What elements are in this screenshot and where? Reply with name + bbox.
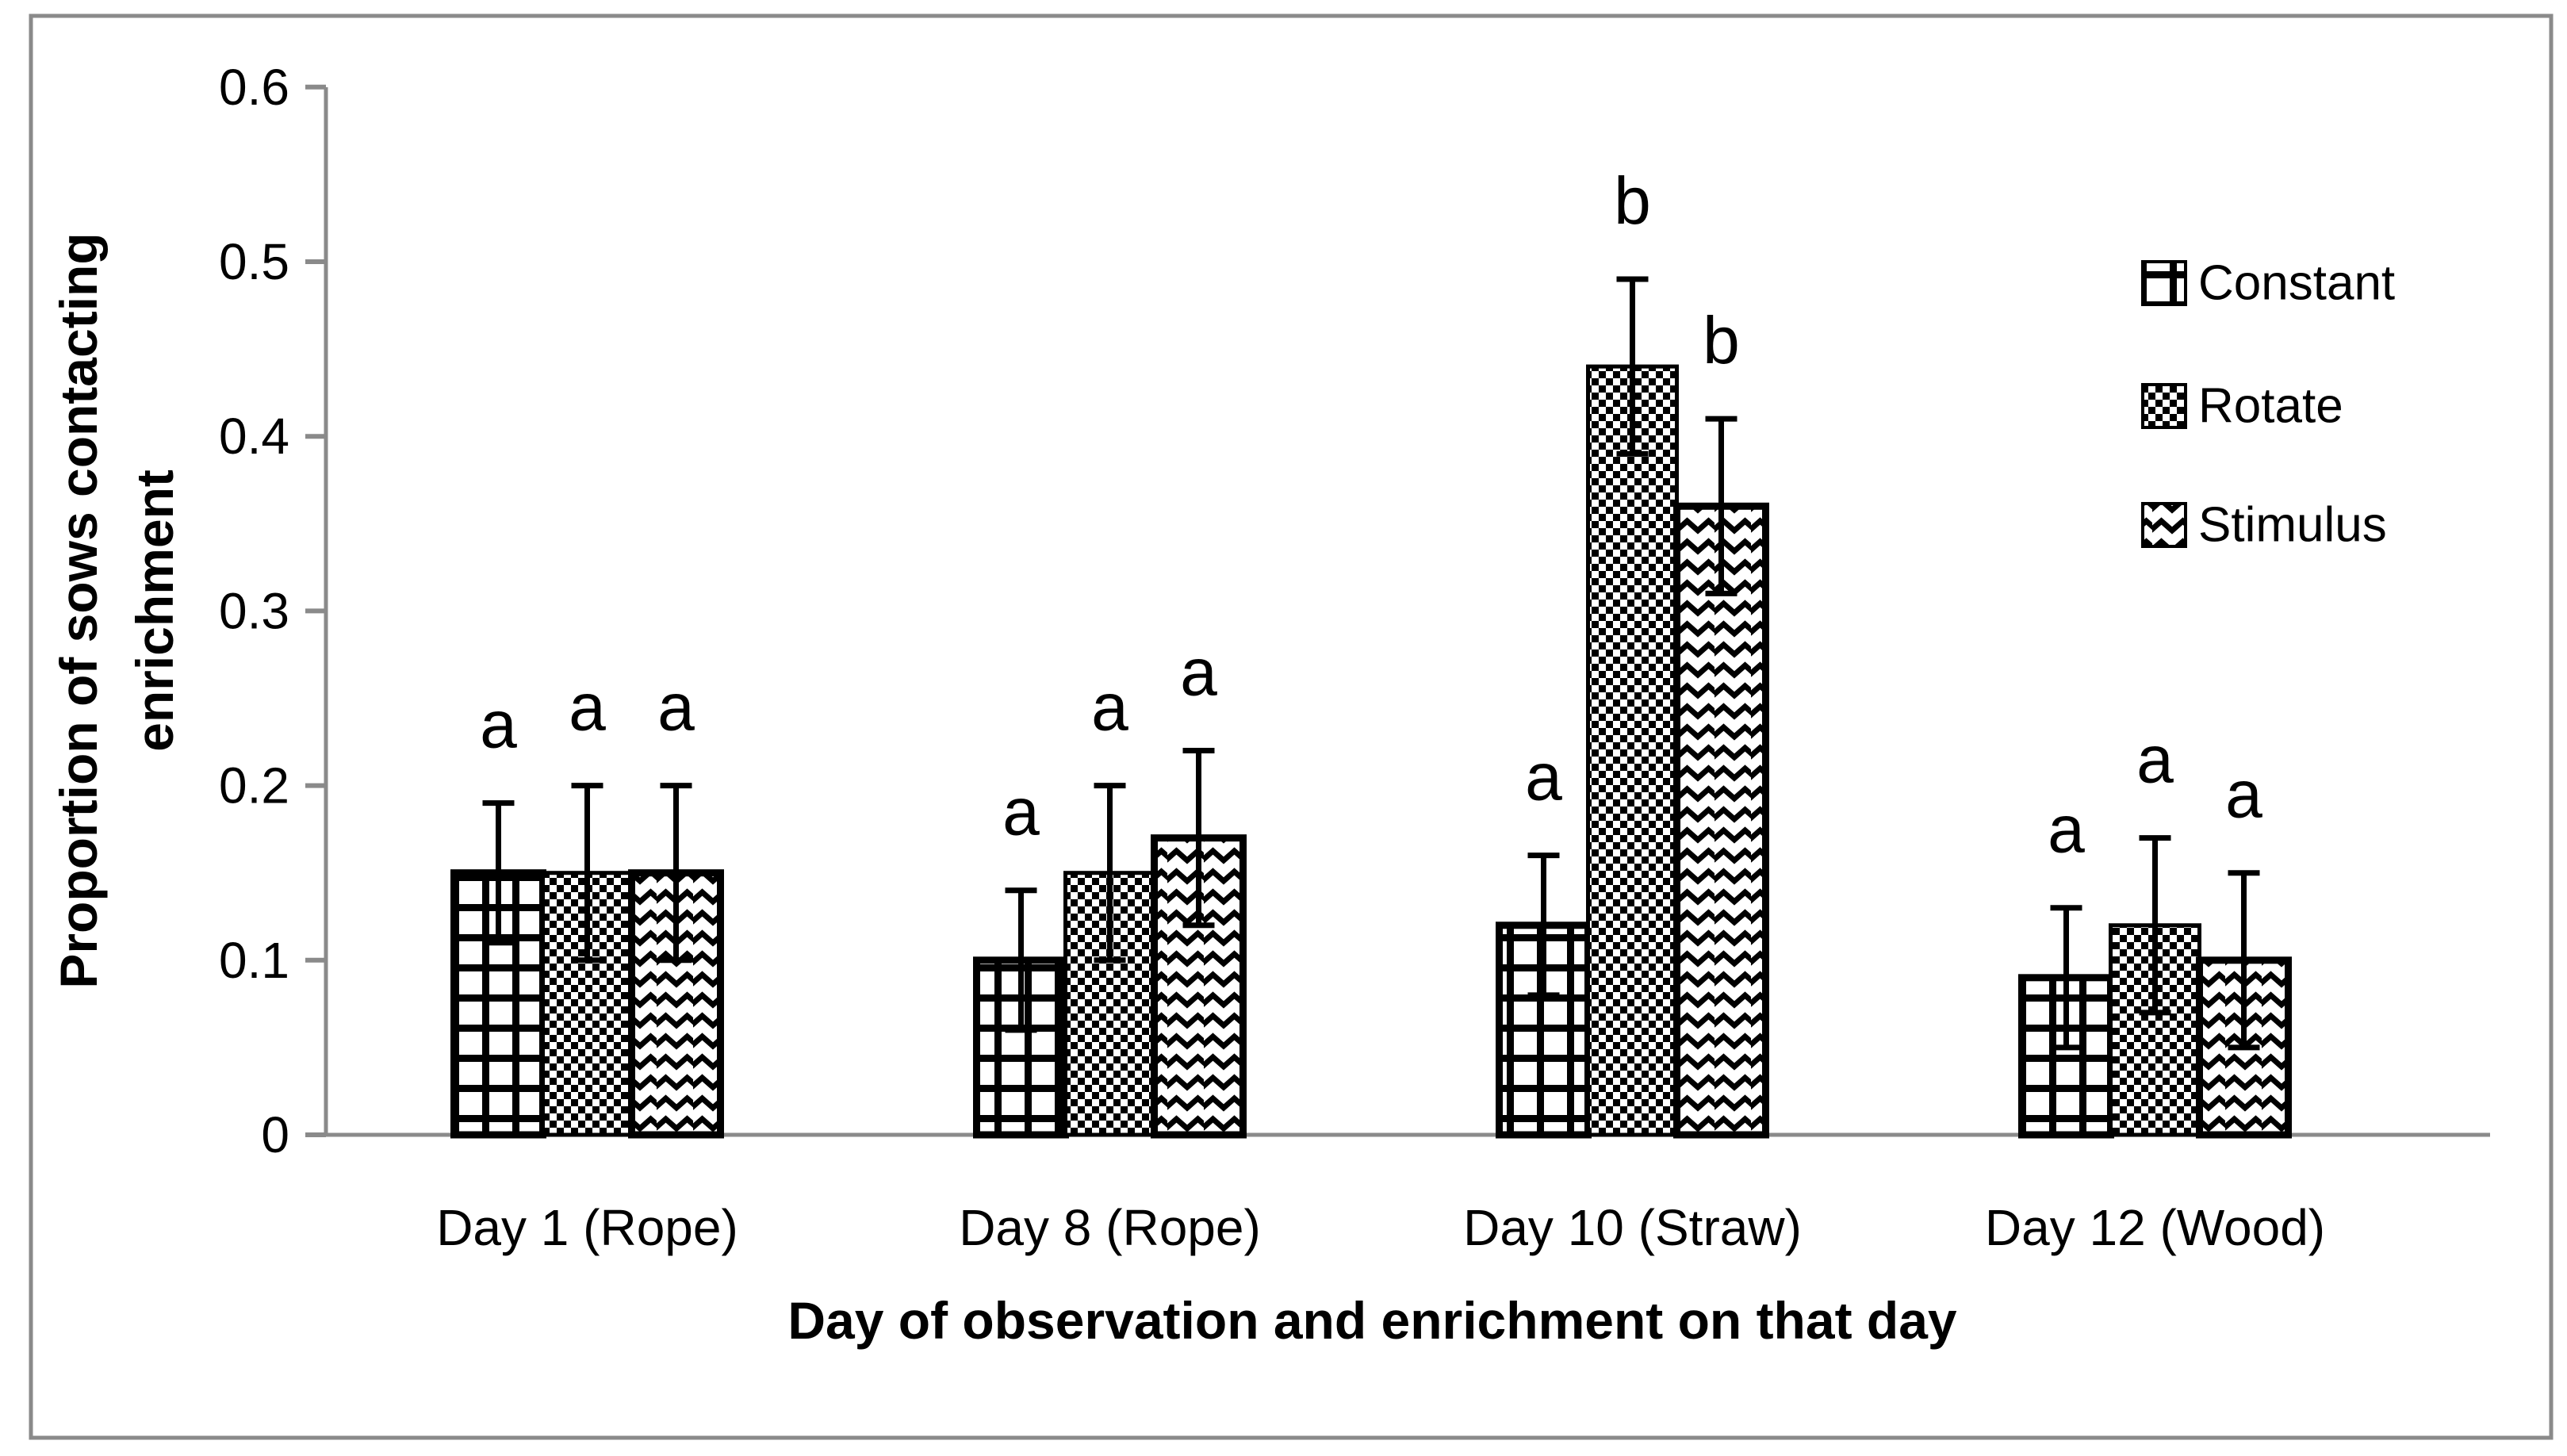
error-bar-constant-3 [1527,853,1560,998]
legend-label: Constant [2198,256,2395,311]
y-axis-title-line1: Proportion of sows contacting [49,232,108,988]
error-bar-constant-1 [482,800,515,946]
bar-rotate-3 [1586,364,1679,1137]
x-axis-title: Day of observation and enrichment on tha… [787,1291,1957,1350]
sig-letter-constant-2: a [1002,775,1040,849]
y-tick-label: 0.2 [219,757,289,814]
sig-letter-rotate-4: a [2136,722,2174,797]
y-tick-label: 0.1 [219,932,289,989]
sig-letter-rotate-1: a [569,670,606,745]
sig-letter-constant-1: a [480,688,517,762]
error-bar-rotate-3 [1616,276,1649,457]
y-tick-label: 0.4 [219,408,289,465]
legend-item-stimulus: Stimulus [2141,498,2387,553]
sig-letter-rotate-3: b [1614,163,1651,238]
sig-letter-rotate-2: a [1091,670,1128,745]
x-tick-label: Day 12 (Wood) [1985,1199,2325,1256]
legend-swatch-checker-icon [2141,383,2187,429]
legend-item-constant: Constant [2141,256,2395,311]
x-tick-label: Day 8 (Rope) [959,1199,1261,1256]
error-bar-rotate-1 [571,783,603,964]
error-bar-rotate-4 [2139,835,2171,1016]
figure-border [29,13,2554,1440]
x-tick-label: Day 1 (Rope) [436,1199,738,1256]
error-bar-constant-2 [1005,887,1037,1033]
error-bar-rotate-2 [1094,783,1126,964]
error-bar-stimulus-4 [2228,870,2260,1051]
legend-swatch-grid-icon [2141,260,2187,306]
x-tick-label: Day 10 (Straw) [1463,1199,1802,1256]
sig-letter-constant-4: a [2048,792,2085,867]
y-tick-label: 0.6 [219,59,289,116]
sig-letter-constant-3: a [1525,740,1562,814]
bar-stimulus-3 [1673,502,1769,1139]
legend-label: Rotate [2198,379,2343,434]
y-tick-label: 0.5 [219,233,289,290]
sig-letter-stimulus-1: a [657,670,695,745]
legend-item-rotate: Rotate [2141,379,2343,434]
y-axis-title-line2: enrichment [125,469,184,752]
error-bar-stimulus-2 [1182,748,1215,929]
sig-letter-stimulus-2: a [1180,635,1217,710]
sig-letter-stimulus-3: b [1703,303,1740,377]
legend-swatch-wave-icon [2141,502,2187,548]
error-bar-stimulus-3 [1705,416,1738,596]
sig-letter-stimulus-4: a [2225,757,2262,832]
legend-label: Stimulus [2198,498,2387,553]
error-bar-stimulus-1 [660,783,692,964]
y-tick-label: 0.3 [219,582,289,639]
y-tick-label: 0 [261,1106,289,1163]
error-bar-constant-4 [2050,905,2082,1051]
